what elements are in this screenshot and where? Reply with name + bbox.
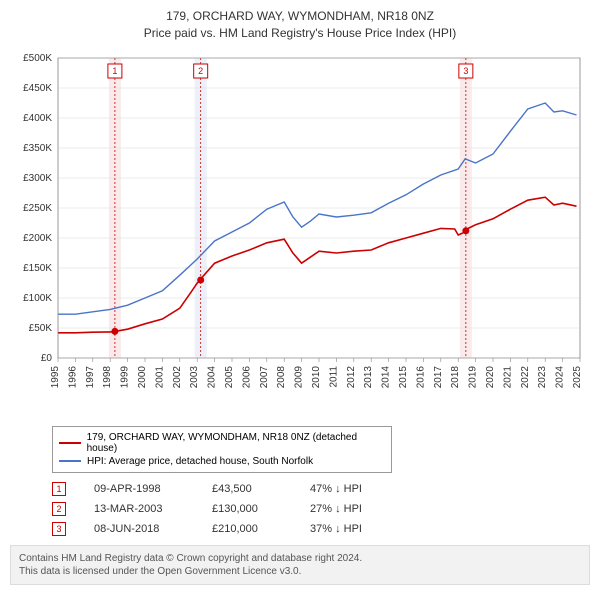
svg-text:1999: 1999 — [120, 365, 131, 388]
svg-text:£100K: £100K — [23, 293, 52, 304]
legend-item: 179, ORCHARD WAY, WYMONDHAM, NR18 0NZ (d… — [59, 431, 385, 455]
svg-text:2023: 2023 — [537, 365, 548, 388]
marker-row: 2 13-MAR-2003 £130,000 27% ↓ HPI — [52, 499, 590, 519]
svg-text:£0: £0 — [41, 353, 53, 364]
svg-text:£200K: £200K — [23, 233, 52, 244]
legend-swatch — [59, 442, 81, 444]
legend-swatch — [59, 460, 81, 462]
svg-text:2019: 2019 — [468, 365, 479, 388]
svg-text:3: 3 — [463, 66, 468, 76]
chart-title-line1: 179, ORCHARD WAY, WYMONDHAM, NR18 0NZ — [10, 8, 590, 25]
svg-text:2002: 2002 — [172, 365, 183, 388]
svg-text:2013: 2013 — [363, 365, 374, 388]
svg-text:2000: 2000 — [137, 365, 148, 388]
legend-label: HPI: Average price, detached house, Sout… — [87, 456, 313, 467]
svg-text:£400K: £400K — [23, 113, 52, 124]
marker-date: 09-APR-1998 — [94, 483, 184, 495]
svg-text:1998: 1998 — [102, 365, 113, 388]
svg-text:2008: 2008 — [276, 365, 287, 388]
svg-text:1: 1 — [112, 66, 117, 76]
svg-text:1996: 1996 — [67, 365, 78, 388]
legend-box: 179, ORCHARD WAY, WYMONDHAM, NR18 0NZ (d… — [52, 426, 392, 473]
marker-price: £210,000 — [212, 523, 282, 535]
svg-text:2012: 2012 — [346, 365, 357, 388]
footer-line2: This data is licensed under the Open Gov… — [19, 565, 581, 578]
svg-text:2022: 2022 — [520, 365, 531, 388]
svg-text:2005: 2005 — [224, 365, 235, 388]
svg-text:2007: 2007 — [259, 365, 270, 388]
marker-row: 1 09-APR-1998 £43,500 47% ↓ HPI — [52, 479, 590, 499]
svg-text:2001: 2001 — [154, 365, 165, 388]
marker-number-box: 3 — [52, 522, 66, 536]
marker-date: 13-MAR-2003 — [94, 503, 184, 515]
chart-title-block: 179, ORCHARD WAY, WYMONDHAM, NR18 0NZ Pr… — [10, 8, 590, 42]
footer-note: Contains HM Land Registry data © Crown c… — [10, 545, 590, 585]
svg-text:£450K: £450K — [23, 83, 52, 94]
svg-text:2021: 2021 — [502, 365, 513, 388]
chart-title-line2: Price paid vs. HM Land Registry's House … — [10, 25, 590, 42]
marker-number-box: 1 — [52, 482, 66, 496]
svg-text:£250K: £250K — [23, 203, 52, 214]
svg-text:2004: 2004 — [207, 365, 218, 388]
svg-text:2016: 2016 — [415, 365, 426, 388]
svg-text:2010: 2010 — [311, 365, 322, 388]
svg-text:2018: 2018 — [450, 365, 461, 388]
marker-date: 08-JUN-2018 — [94, 523, 184, 535]
marker-number-box: 2 — [52, 502, 66, 516]
svg-text:2025: 2025 — [572, 365, 583, 388]
svg-text:2014: 2014 — [381, 365, 392, 388]
marker-table: 1 09-APR-1998 £43,500 47% ↓ HPI 2 13-MAR-2003… — [52, 479, 590, 539]
marker-pct: 47% ↓ HPI — [310, 483, 400, 495]
svg-text:2006: 2006 — [241, 365, 252, 388]
marker-pct: 27% ↓ HPI — [310, 503, 400, 515]
marker-price: £43,500 — [212, 483, 282, 495]
legend-label: 179, ORCHARD WAY, WYMONDHAM, NR18 0NZ (d… — [87, 432, 385, 454]
svg-text:2017: 2017 — [433, 365, 444, 388]
marker-row: 3 08-JUN-2018 £210,000 37% ↓ HPI — [52, 519, 590, 539]
marker-pct: 37% ↓ HPI — [310, 523, 400, 535]
chart-svg: £0 £50K £100K £150K £200K £250K £300K £350K £400… — [10, 50, 590, 420]
svg-text:1997: 1997 — [85, 365, 96, 388]
svg-text:£300K: £300K — [23, 173, 52, 184]
svg-text:£350K: £350K — [23, 143, 52, 154]
svg-text:2: 2 — [198, 66, 203, 76]
legend-item: HPI: Average price, detached house, Sout… — [59, 455, 385, 468]
svg-text:£50K: £50K — [29, 323, 53, 334]
marker-price: £130,000 — [212, 503, 282, 515]
svg-text:£500K: £500K — [23, 53, 52, 64]
svg-text:2020: 2020 — [485, 365, 496, 388]
footer-line1: Contains HM Land Registry data © Crown c… — [19, 552, 581, 565]
svg-text:2009: 2009 — [294, 365, 305, 388]
svg-text:2015: 2015 — [398, 365, 409, 388]
chart-area: £0 £50K £100K £150K £200K £250K £300K £350K £400… — [10, 50, 590, 420]
svg-text:2024: 2024 — [555, 365, 566, 388]
svg-text:2003: 2003 — [189, 365, 200, 388]
svg-text:£150K: £150K — [23, 263, 52, 274]
svg-text:1995: 1995 — [50, 365, 61, 388]
svg-text:2011: 2011 — [328, 365, 339, 387]
